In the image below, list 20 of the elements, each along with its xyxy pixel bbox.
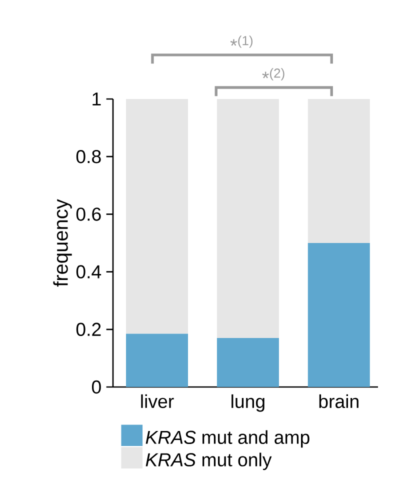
bar <box>308 243 370 387</box>
bar <box>216 99 279 338</box>
bar <box>216 338 279 387</box>
y-tick-label: 0.6 <box>76 208 101 221</box>
x-tick-label: lung <box>232 394 264 412</box>
legend-label: KRAS mut and amp <box>146 430 310 448</box>
y-tick-label: 0.8 <box>76 150 101 164</box>
text: *$^{(1)}$ <box>230 36 253 48</box>
legend-label: KRAS mut only <box>146 452 272 470</box>
y-axis-title: frequency <box>53 199 72 287</box>
text: *$^{(2)}$ <box>262 68 284 80</box>
y-tick-label: 1 <box>92 92 101 106</box>
y-tick-label: 0.4 <box>76 265 102 278</box>
x-tick-label: liver <box>141 394 174 408</box>
bar <box>126 99 188 334</box>
bar <box>126 334 188 387</box>
bar <box>308 99 370 243</box>
x-tick-label: brain <box>319 394 358 408</box>
y-tick-label: 0 <box>92 380 101 394</box>
y-tick-label: 0.2 <box>76 322 101 336</box>
